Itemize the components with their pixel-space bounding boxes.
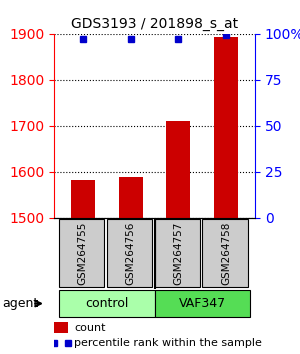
FancyBboxPatch shape bbox=[202, 219, 248, 287]
Bar bbox=[167, 121, 191, 354]
Text: VAF347: VAF347 bbox=[179, 297, 226, 310]
FancyBboxPatch shape bbox=[154, 290, 250, 317]
FancyBboxPatch shape bbox=[59, 290, 154, 317]
Text: GSM264755: GSM264755 bbox=[78, 221, 88, 285]
Bar bbox=[214, 37, 238, 354]
Text: percentile rank within the sample: percentile rank within the sample bbox=[74, 338, 262, 348]
Text: agent: agent bbox=[3, 297, 39, 310]
Bar bbox=[118, 177, 142, 354]
Title: GDS3193 / 201898_s_at: GDS3193 / 201898_s_at bbox=[71, 17, 238, 31]
Text: GSM264758: GSM264758 bbox=[221, 221, 231, 285]
FancyBboxPatch shape bbox=[154, 219, 200, 287]
Text: control: control bbox=[85, 297, 128, 310]
FancyBboxPatch shape bbox=[106, 219, 152, 287]
Text: count: count bbox=[74, 322, 106, 332]
Bar bbox=[71, 179, 95, 354]
FancyBboxPatch shape bbox=[59, 219, 104, 287]
Text: GSM264756: GSM264756 bbox=[126, 221, 136, 285]
Text: GSM264757: GSM264757 bbox=[173, 221, 183, 285]
Bar bbox=[54, 322, 68, 333]
